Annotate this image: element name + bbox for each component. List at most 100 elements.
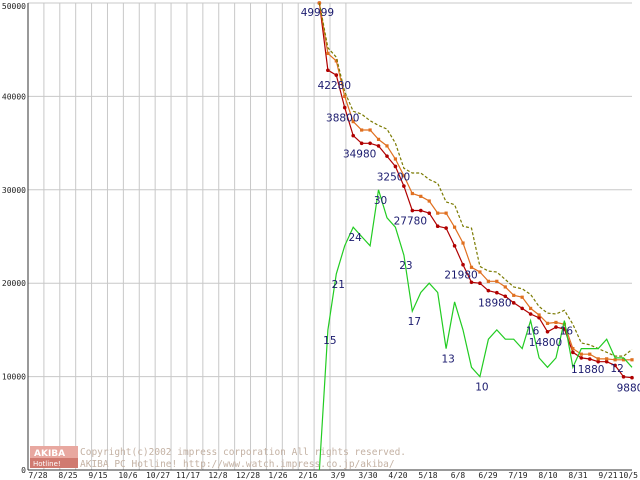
point-price-avg [562, 322, 567, 326]
point-price-avg [343, 94, 347, 98]
series-line-shop-count [318, 189, 633, 471]
data-label: 23 [399, 260, 412, 272]
y-tick-label: 20000 [2, 279, 26, 288]
point-price-min [571, 350, 575, 355]
point-price-avg [613, 358, 617, 362]
x-tick-label: 10/27 [146, 471, 170, 480]
point-price-min [334, 73, 339, 77]
site-url-line: AKIBA PC Hotline! http://www.watch.impre… [80, 459, 395, 470]
data-label: 13 [441, 354, 454, 366]
x-tick-label: 10/6 [118, 471, 137, 480]
x-tick-label: 1/26 [268, 471, 287, 480]
point-price-min [604, 359, 609, 364]
point-price-avg [537, 313, 541, 317]
point-price-avg [596, 357, 600, 361]
point-price-avg [351, 120, 355, 124]
point-price-min [537, 315, 541, 320]
point-price-avg [503, 285, 507, 289]
point-price-min [554, 325, 558, 329]
point-price-min [503, 294, 508, 299]
point-price-min [435, 224, 440, 229]
point-price-avg [410, 191, 414, 196]
x-tick-label: 9/15 [88, 471, 107, 480]
point-price-min [376, 144, 381, 148]
series-line-price-max [318, 2, 633, 357]
point-price-avg [579, 352, 583, 356]
point-price-min [511, 301, 516, 305]
point-price-min [402, 184, 406, 188]
point-price-min [452, 244, 457, 248]
point-price-min [351, 133, 355, 138]
x-tick-label: 12/28 [236, 471, 260, 480]
point-price-min [478, 281, 482, 286]
x-tick-label: 2/16 [298, 471, 317, 480]
point-price-avg [520, 295, 524, 299]
akiba-logo-band [30, 458, 78, 468]
x-tick-label: 6/8 [451, 471, 466, 480]
point-price-min [495, 290, 499, 295]
point-price-min [486, 288, 491, 293]
point-price-avg [419, 194, 423, 198]
point-price-min [418, 208, 423, 213]
point-price-min [359, 141, 364, 146]
point-price-avg [427, 199, 431, 203]
x-tick-label: 8/10 [538, 471, 557, 480]
point-price-min [393, 164, 398, 169]
point-price-avg [461, 241, 465, 245]
data-label: 38800 [326, 113, 359, 125]
x-tick-label: 8/25 [58, 471, 77, 480]
copyright-watermark: AKIBA Hotline! Copyright(c)2002 impress … [30, 446, 406, 470]
point-price-avg [512, 293, 516, 297]
point-price-avg [529, 306, 533, 311]
point-price-avg [630, 358, 634, 362]
point-price-avg [469, 265, 474, 269]
point-price-avg [444, 211, 448, 215]
point-price-avg [452, 225, 457, 229]
point-price-avg [621, 358, 626, 362]
point-price-avg [402, 174, 406, 178]
point-price-min [587, 357, 592, 361]
point-price-avg [605, 357, 609, 361]
x-tick-label: 3/30 [358, 471, 377, 480]
data-label: 12 [610, 363, 623, 375]
x-tick-label: 7/19 [508, 471, 527, 480]
data-label: 18980 [478, 298, 511, 310]
x-tick-label: 11/17 [176, 471, 200, 480]
series-line-price-min [318, 2, 633, 379]
x-tick-label: 3/9 [331, 471, 346, 480]
point-price-min [461, 262, 465, 267]
data-label: 42280 [318, 80, 351, 92]
point-price-min [528, 312, 533, 316]
data-label: 17 [408, 316, 421, 328]
data-label: 10 [475, 382, 488, 394]
chart-grid [27, 2, 632, 470]
data-label: 15 [323, 335, 336, 347]
point-price-avg [571, 346, 575, 351]
data-label: 30 [374, 195, 387, 207]
point-price-min [427, 211, 432, 215]
point-price-min [613, 363, 617, 368]
y-tick-label: 50000 [2, 2, 26, 11]
point-price-min [444, 226, 448, 230]
point-price-avg [376, 137, 381, 141]
point-price-avg [545, 321, 550, 325]
data-label: 24 [349, 232, 363, 244]
data-label: 11880 [571, 364, 604, 376]
data-label: 16 [526, 326, 540, 338]
point-price-min [368, 141, 372, 146]
point-price-min [621, 374, 626, 379]
point-price-avg [385, 144, 389, 148]
point-price-min [410, 208, 415, 213]
chart-series [317, 1, 634, 471]
point-price-min [545, 329, 550, 334]
point-price-avg [360, 128, 364, 132]
x-tick-label: 5/18 [418, 471, 437, 480]
akiba-logo-text: AKIBA [34, 449, 65, 459]
point-price-avg [326, 51, 330, 56]
data-label: 21 [332, 279, 345, 291]
point-price-min [520, 306, 524, 311]
x-tick-label: 12/8 [208, 471, 227, 480]
y-tick-label: 10000 [2, 373, 26, 382]
